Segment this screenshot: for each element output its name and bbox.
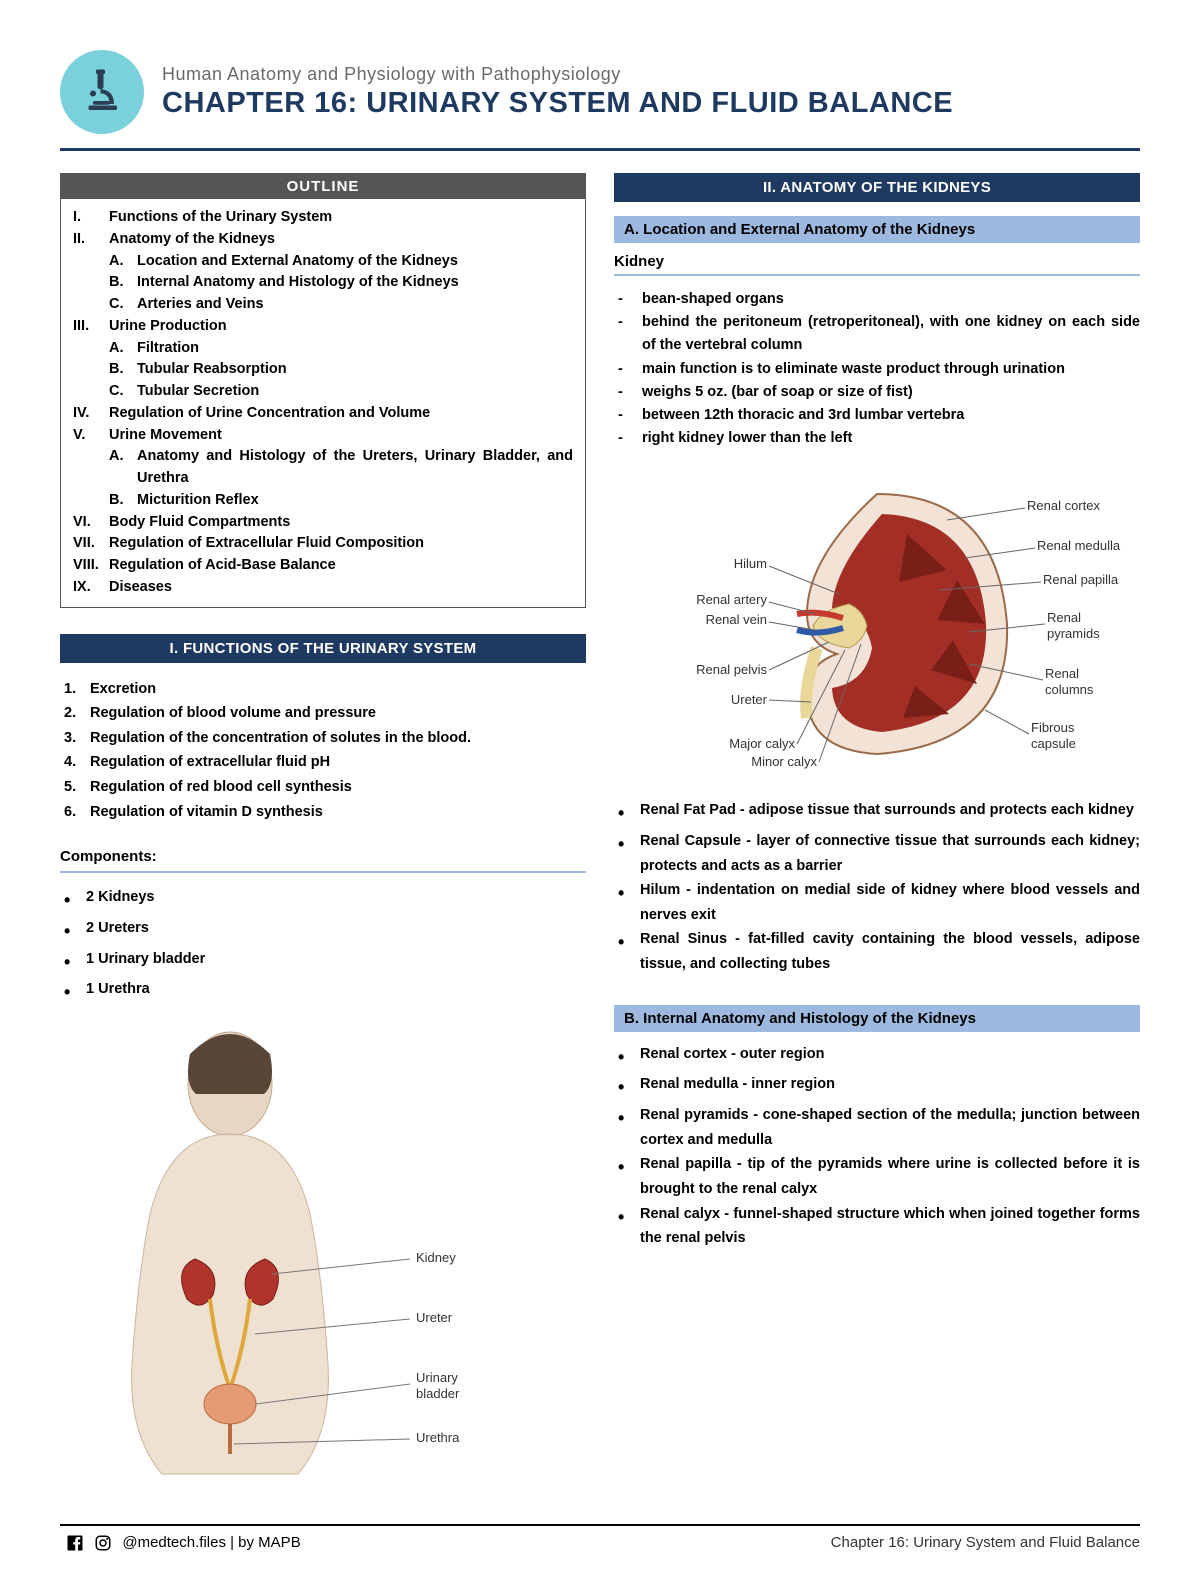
header-rule [60,148,1140,151]
fig-label-urethra: Urethra [416,1430,460,1445]
page-footer: @medtech.files | by MAPB Chapter 16: Uri… [60,1524,1140,1552]
subA-bar: A. Location and External Anatomy of the … [614,216,1140,243]
footer-handle: @medtech.files | by MAPB [122,1534,300,1551]
rc2: columns [1045,682,1094,697]
kidney-rule [614,274,1140,276]
kidney-figure: Hilum Renal artery Renal vein Renal pelv… [614,464,1140,784]
svg-text:Renal cortex: Renal cortex [1027,498,1100,513]
functions-list: 1.Excretion2.Regulation of blood volume … [60,677,586,825]
microscope-icon [60,50,144,134]
svg-text:Renal pelvis: Renal pelvis [696,662,767,677]
svg-text:Renal medulla: Renal medulla [1037,538,1121,553]
components-list: 2 Kidneys2 Ureters1 Urinary bladder1 Ure… [60,885,586,1007]
fc1: Fibrous [1031,720,1075,735]
fig-label-bladder2: bladder [416,1386,460,1401]
footer-chapter: Chapter 16: Urinary System and Fluid Bal… [831,1534,1140,1551]
svg-text:Renal vein: Renal vein [706,612,767,627]
components-heading: Components: [60,848,586,865]
outline-box: OUTLINE I.Functions of the Urinary Syste… [60,173,586,608]
rc1: Renal [1045,666,1079,681]
svg-text:Renal papilla: Renal papilla [1043,572,1119,587]
fig-label-ureter: Ureter [416,1310,453,1325]
instagram-icon [94,1534,116,1551]
facebook-icon [66,1534,88,1551]
kidney-heading: Kidney [614,253,1140,270]
right-column: II. ANATOMY OF THE KIDNEYS A. Location a… [614,173,1140,1494]
section1-bar: I. FUNCTIONS OF THE URINARY SYSTEM [60,634,586,663]
body-figure: Kidney Ureter Urinary bladder Urethra [60,1024,586,1494]
rp1: Renal [1047,610,1081,625]
svg-text:Major calyx: Major calyx [729,736,795,751]
section2-bar: II. ANATOMY OF THE KIDNEYS [614,173,1140,202]
svg-text:Minor calyx: Minor calyx [751,754,817,769]
fc2: capsule [1031,736,1076,751]
svg-text:Renal artery: Renal artery [696,592,767,607]
fig-label-kidney: Kidney [416,1250,456,1265]
fig-label-bladder1: Urinary [416,1370,458,1385]
svg-text:Hilum: Hilum [734,556,767,571]
course-title: Human Anatomy and Physiology with Pathop… [162,64,953,85]
chapter-title: CHAPTER 16: URINARY SYSTEM AND FLUID BAL… [162,87,953,120]
rp2: pyramids [1047,626,1100,641]
components-rule [60,871,586,873]
page-header: Human Anatomy and Physiology with Pathop… [60,50,1140,144]
subB-bar: B. Internal Anatomy and Histology of the… [614,1005,1140,1032]
left-column: OUTLINE I.Functions of the Urinary Syste… [60,173,586,1494]
subA-bullets: Renal Fat Pad - adipose tissue that surr… [614,798,1140,976]
outline-title: OUTLINE [61,174,585,199]
svg-text:Ureter: Ureter [731,692,768,707]
subB-bullets: Renal cortex - outer regionRenal medulla… [614,1042,1140,1251]
kidney-dashlist: -bean-shaped organs-behind the peritoneu… [614,288,1140,450]
